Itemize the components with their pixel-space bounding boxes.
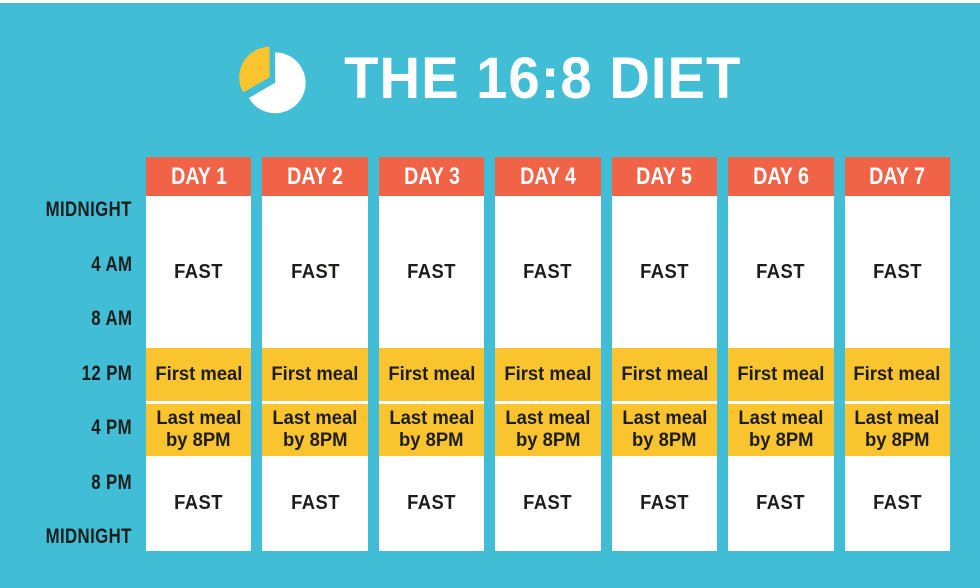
cell-text: FAST <box>290 260 340 283</box>
cell-first-meal: First meal <box>844 348 950 401</box>
cell-fast-morning: FAST <box>844 196 950 348</box>
cell-last-meal: Last meal by 8PM <box>495 401 602 456</box>
title-bar: THE 16:8 DIET <box>0 36 980 120</box>
cell-text: FAST <box>756 260 806 283</box>
top-border <box>0 0 980 3</box>
cell-text: FAST <box>872 492 922 514</box>
day-column: DAY 2 FAST First meal Last meal by 8PM FAST <box>262 157 369 551</box>
time-label: 4 AM <box>90 252 132 276</box>
cell-text: Last meal <box>621 408 707 429</box>
cell-fast-evening: FAST <box>378 456 485 551</box>
cell-fast-morning: FAST <box>378 196 485 348</box>
cell-last-meal: Last meal by 8PM <box>262 401 369 456</box>
cell-text: FAST <box>756 492 806 514</box>
cell-last-meal: Last meal by 8PM <box>728 401 834 456</box>
day-header: DAY 5 <box>611 157 718 196</box>
cell-text: Last meal <box>389 408 475 429</box>
cell-text: FAST <box>174 492 224 514</box>
cell-text: First meal <box>155 363 243 385</box>
day-column: DAY 7 FAST First meal Last meal by 8PM FAST <box>844 157 951 551</box>
cell-text: by 8PM <box>515 430 581 451</box>
cell-text: by 8PM <box>864 430 930 451</box>
day-column: DAY 6 FAST First meal Last meal by 8PM FAST <box>728 157 834 551</box>
cell-first-meal: First meal <box>146 348 252 401</box>
cell-text: Last meal <box>738 408 824 429</box>
cell-fast-evening: FAST <box>146 456 252 551</box>
day-header: DAY 7 <box>844 157 950 196</box>
cell-last-meal: Last meal by 8PM <box>611 401 718 456</box>
day-column: DAY 3 FAST First meal Last meal by 8PM FAST <box>378 157 485 551</box>
schedule-table: DAY 1 FAST First meal Last meal by 8PM FAST DA… <box>146 157 951 551</box>
day-header: DAY 4 <box>495 157 601 196</box>
day-column: DAY 5 FAST First meal Last meal by 8PM FAST <box>611 157 718 551</box>
cell-text: FAST <box>639 492 689 514</box>
cell-text: by 8PM <box>632 430 697 451</box>
cell-fast-morning: FAST <box>611 196 718 348</box>
time-label: 8 PM <box>91 470 132 494</box>
cell-text: FAST <box>523 260 573 283</box>
cell-last-meal: Last meal by 8PM <box>844 401 951 456</box>
cell-text: FAST <box>872 260 922 283</box>
cell-text: by 8PM <box>166 430 231 451</box>
cell-text: by 8PM <box>282 430 348 451</box>
cell-fast-morning: FAST <box>495 196 601 348</box>
cell-text: by 8PM <box>399 430 464 451</box>
cell-text: First meal <box>504 363 592 385</box>
cell-text: Last meal <box>505 408 591 429</box>
time-label: 4 PM <box>91 416 132 439</box>
time-label: MIDNIGHT <box>45 198 132 221</box>
cell-text: FAST <box>407 260 456 283</box>
cell-text: FAST <box>523 492 573 514</box>
cell-text: FAST <box>290 492 340 514</box>
cell-text: Last meal <box>854 408 940 429</box>
day-column: DAY 4 FAST First meal Last meal by 8PM FAST <box>495 157 602 551</box>
pie-chart-icon <box>232 38 312 118</box>
cell-fast-morning: FAST <box>146 196 252 348</box>
cell-first-meal: First meal <box>611 348 718 401</box>
time-label: MIDNIGHT <box>45 525 132 548</box>
cell-text: First meal <box>620 363 708 385</box>
cell-text: FAST <box>407 492 456 514</box>
cell-fast-evening: FAST <box>262 456 368 551</box>
day-column: DAY 1 FAST First meal Last meal by 8PM FAST <box>146 157 252 551</box>
cell-fast-evening: FAST <box>728 456 834 551</box>
cell-text: Last meal <box>272 408 358 429</box>
cell-text: FAST <box>174 260 224 283</box>
cell-fast-morning: FAST <box>262 196 368 348</box>
day-header: DAY 1 <box>146 157 252 196</box>
cell-text: Last meal <box>156 408 242 429</box>
cell-first-meal: First meal <box>262 348 368 401</box>
cell-first-meal: First meal <box>728 348 834 401</box>
cell-fast-evening: FAST <box>844 456 950 551</box>
time-label: 8 AM <box>90 307 132 330</box>
cell-fast-morning: FAST <box>728 196 834 348</box>
cell-text: by 8PM <box>748 430 814 451</box>
cell-last-meal: Last meal by 8PM <box>146 401 252 456</box>
day-header: DAY 3 <box>378 157 485 196</box>
cell-fast-evening: FAST <box>495 456 601 551</box>
cell-fast-evening: FAST <box>611 456 718 551</box>
cell-text: FAST <box>639 260 689 283</box>
time-label: 12 PM <box>81 361 132 385</box>
cell-first-meal: First meal <box>378 348 485 401</box>
cell-text: First meal <box>388 363 476 385</box>
cell-text: First meal <box>853 363 941 385</box>
page-title: THE 16:8 DIET <box>344 45 742 111</box>
day-header: DAY 2 <box>262 157 368 196</box>
cell-text: First meal <box>737 363 825 385</box>
day-header: DAY 6 <box>728 157 834 196</box>
cell-last-meal: Last meal by 8PM <box>378 401 485 456</box>
cell-text: First meal <box>271 363 359 385</box>
cell-first-meal: First meal <box>495 348 601 401</box>
